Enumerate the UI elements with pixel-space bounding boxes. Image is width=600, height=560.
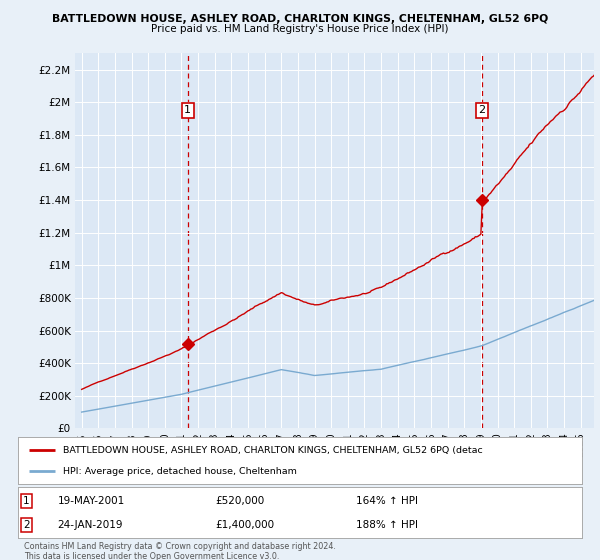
Text: HPI: Average price, detached house, Cheltenham: HPI: Average price, detached house, Chel… (63, 466, 297, 475)
Text: BATTLEDOWN HOUSE, ASHLEY ROAD, CHARLTON KINGS, CHELTENHAM, GL52 6PQ (detac: BATTLEDOWN HOUSE, ASHLEY ROAD, CHARLTON … (63, 446, 483, 455)
Text: 164% ↑ HPI: 164% ↑ HPI (356, 496, 418, 506)
Text: 24-JAN-2019: 24-JAN-2019 (58, 520, 123, 530)
Text: 19-MAY-2001: 19-MAY-2001 (58, 496, 125, 506)
Text: £1,400,000: £1,400,000 (215, 520, 275, 530)
Text: Contains HM Land Registry data © Crown copyright and database right 2024.
This d: Contains HM Land Registry data © Crown c… (24, 542, 336, 560)
Text: 1: 1 (184, 105, 191, 115)
Text: £520,000: £520,000 (215, 496, 265, 506)
Text: 2: 2 (23, 520, 30, 530)
Text: 188% ↑ HPI: 188% ↑ HPI (356, 520, 418, 530)
Text: 1: 1 (23, 496, 30, 506)
Text: Price paid vs. HM Land Registry's House Price Index (HPI): Price paid vs. HM Land Registry's House … (151, 24, 449, 34)
Text: 2: 2 (478, 105, 485, 115)
Text: BATTLEDOWN HOUSE, ASHLEY ROAD, CHARLTON KINGS, CHELTENHAM, GL52 6PQ: BATTLEDOWN HOUSE, ASHLEY ROAD, CHARLTON … (52, 14, 548, 24)
